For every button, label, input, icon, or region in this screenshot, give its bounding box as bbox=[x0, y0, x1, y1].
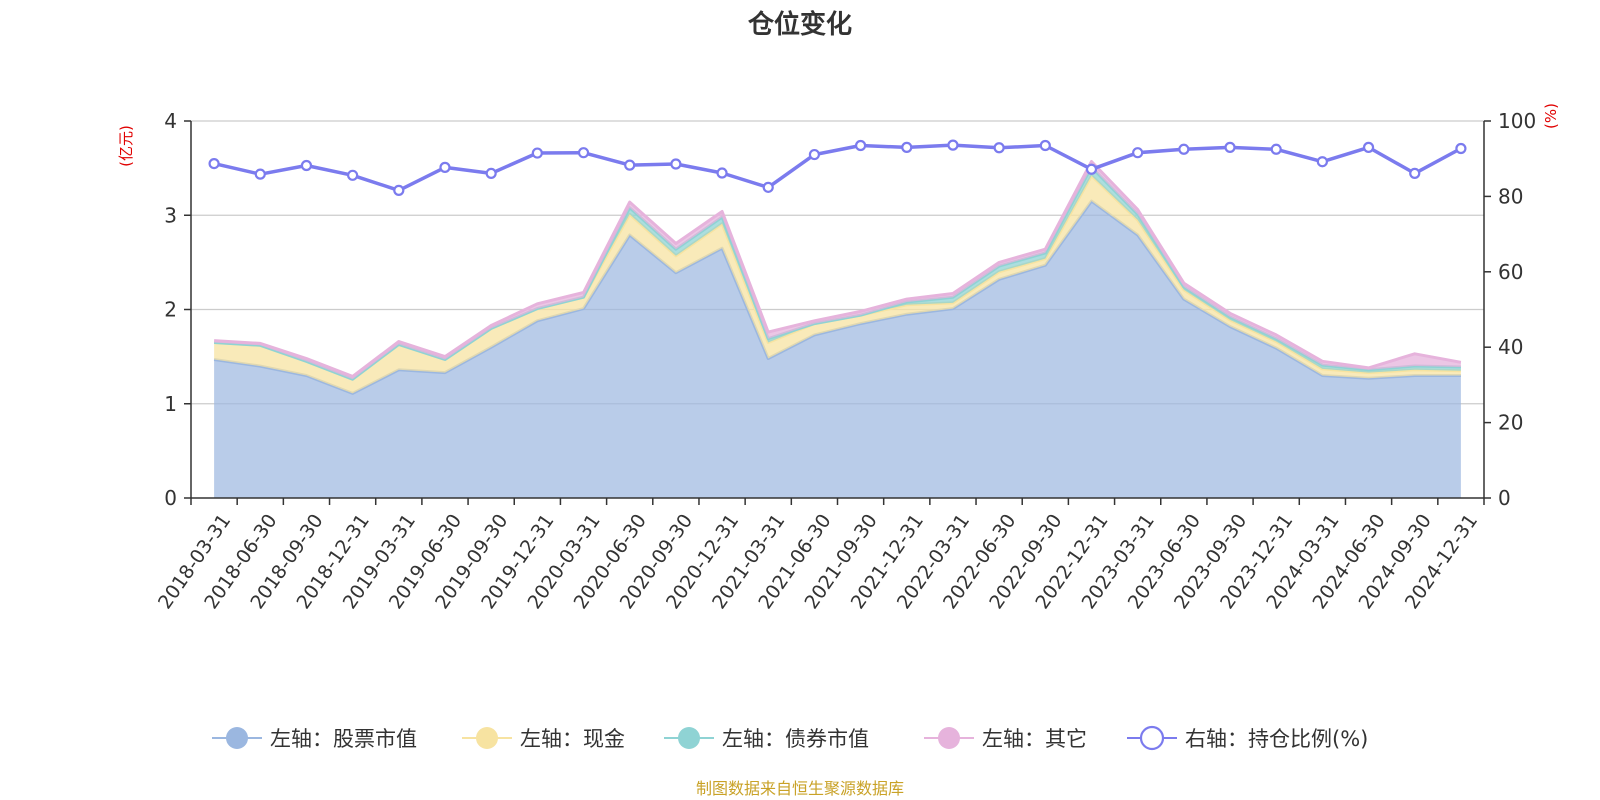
legend-marker bbox=[938, 727, 960, 749]
x-axis-ticks: 2018-03-312018-06-302018-09-302018-12-31… bbox=[154, 498, 1485, 613]
left-tick-label: 0 bbox=[164, 486, 177, 510]
ratio-point bbox=[1455, 142, 1467, 155]
left-tick-label: 1 bbox=[164, 392, 177, 416]
ratio-point bbox=[1224, 141, 1236, 153]
left-axis-unit: (亿元) bbox=[117, 125, 135, 167]
ratio-point bbox=[254, 168, 266, 180]
area-series-0 bbox=[214, 201, 1461, 498]
left-axis-ticks: 0 1 2 3 4 bbox=[164, 109, 191, 510]
right-tick-label: 80 bbox=[1498, 184, 1523, 208]
ratio-point bbox=[947, 139, 959, 151]
ratio-point bbox=[1039, 139, 1051, 152]
ratio-point bbox=[577, 147, 590, 159]
right-tick-label: 60 bbox=[1498, 260, 1523, 284]
legend-label: 左轴：债券市值 bbox=[722, 727, 869, 751]
ratio-point bbox=[762, 181, 774, 193]
ratio-point bbox=[485, 167, 497, 180]
ratio-point bbox=[1085, 163, 1098, 175]
right-tick-label: 20 bbox=[1498, 411, 1523, 435]
left-tick-label: 3 bbox=[164, 203, 177, 227]
right-tick-label: 100 bbox=[1498, 109, 1536, 133]
ratio-point bbox=[716, 167, 728, 179]
ratio-point bbox=[624, 159, 636, 171]
right-tick-label: 0 bbox=[1498, 486, 1511, 510]
ratio-point bbox=[1362, 141, 1375, 153]
legend-label: 左轴：其它 bbox=[982, 727, 1087, 751]
area-edge-3 bbox=[214, 160, 1462, 378]
ratio-point bbox=[439, 161, 451, 173]
ratio-point bbox=[300, 159, 313, 172]
legend-marker bbox=[476, 727, 498, 749]
legend: 左轴：股票市值 左轴：现金 左轴：债券市值 左轴：其它 右轴：持仓比例(%) bbox=[212, 725, 1368, 751]
legend-item[interactable]: 右轴：持仓比例(%) bbox=[1127, 725, 1368, 751]
ratio-point bbox=[1409, 167, 1421, 180]
legend-label: 右轴：持仓比例(%) bbox=[1185, 727, 1368, 751]
legend-marker bbox=[226, 727, 248, 749]
legend-marker bbox=[678, 727, 700, 749]
area-series-1 bbox=[214, 175, 1461, 394]
ratio-point bbox=[993, 142, 1005, 154]
ratio-point bbox=[808, 148, 821, 161]
holding-ratio-line bbox=[208, 139, 1467, 196]
right-axis-unit: (%) bbox=[1542, 103, 1560, 129]
ratio-point bbox=[393, 184, 405, 196]
left-tick-label: 2 bbox=[164, 298, 177, 322]
ratio-point bbox=[531, 147, 543, 159]
chart-title: 仓位变化 bbox=[747, 9, 852, 40]
ratio-point bbox=[1270, 143, 1282, 155]
right-tick-label: 40 bbox=[1498, 335, 1523, 359]
legend-label: 左轴：现金 bbox=[520, 727, 625, 751]
ratio-point bbox=[1178, 143, 1190, 155]
legend-item[interactable]: 左轴：股票市值 bbox=[212, 727, 417, 751]
ratio-point bbox=[670, 158, 682, 170]
legend-item[interactable]: 左轴：现金 bbox=[462, 727, 625, 751]
ratio-point bbox=[901, 141, 913, 153]
source-note: 制图数据来自恒生聚源数据库 bbox=[696, 779, 904, 798]
ratio-point bbox=[347, 169, 359, 181]
ratio-point bbox=[1316, 156, 1328, 168]
right-axis-ticks: 0 20 40 60 80 100 bbox=[1484, 109, 1536, 510]
left-tick-label: 4 bbox=[164, 109, 177, 133]
ratio-point bbox=[1132, 147, 1144, 159]
ratio-point bbox=[854, 139, 867, 152]
legend-item[interactable]: 左轴：债券市值 bbox=[664, 727, 869, 751]
legend-marker bbox=[1139, 725, 1165, 751]
ratio-point bbox=[208, 158, 220, 170]
legend-item[interactable]: 左轴：其它 bbox=[924, 727, 1087, 751]
ratio-line-path bbox=[213, 143, 1462, 193]
stacked-areas bbox=[213, 160, 1462, 498]
legend-label: 左轴：股票市值 bbox=[270, 727, 417, 751]
